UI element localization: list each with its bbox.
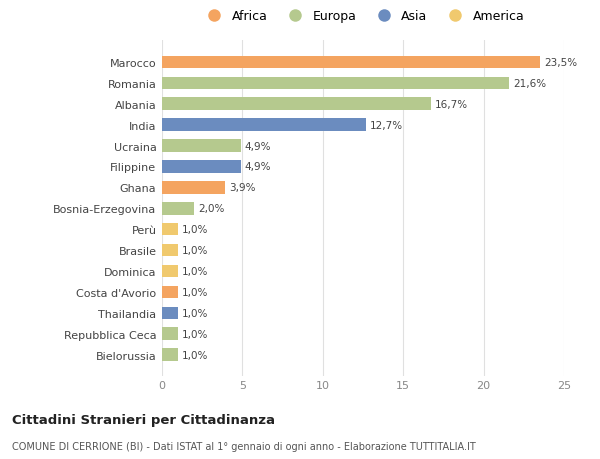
Text: 21,6%: 21,6%	[514, 78, 547, 89]
Legend: Africa, Europa, Asia, America: Africa, Europa, Asia, America	[197, 6, 529, 28]
Bar	[162, 307, 178, 319]
Text: 1,0%: 1,0%	[182, 329, 208, 339]
Text: 3,9%: 3,9%	[229, 183, 255, 193]
Bar	[162, 56, 540, 69]
Text: 4,9%: 4,9%	[245, 162, 271, 172]
Bar	[162, 202, 194, 215]
Bar	[162, 328, 178, 340]
Bar	[162, 140, 241, 152]
Text: 12,7%: 12,7%	[370, 120, 403, 130]
Bar	[162, 161, 241, 174]
Text: 4,9%: 4,9%	[245, 141, 271, 151]
Text: 1,0%: 1,0%	[182, 308, 208, 318]
Text: 1,0%: 1,0%	[182, 225, 208, 235]
Bar	[162, 286, 178, 298]
Text: 1,0%: 1,0%	[182, 266, 208, 276]
Text: Cittadini Stranieri per Cittadinanza: Cittadini Stranieri per Cittadinanza	[12, 413, 275, 426]
Text: 16,7%: 16,7%	[434, 100, 467, 110]
Bar	[162, 244, 178, 257]
Bar	[162, 224, 178, 236]
Text: 1,0%: 1,0%	[182, 246, 208, 256]
Bar	[162, 98, 431, 111]
Bar	[162, 182, 225, 194]
Text: 23,5%: 23,5%	[544, 58, 577, 68]
Text: 2,0%: 2,0%	[198, 204, 224, 214]
Text: 1,0%: 1,0%	[182, 287, 208, 297]
Bar	[162, 78, 509, 90]
Bar	[162, 349, 178, 361]
Text: 1,0%: 1,0%	[182, 350, 208, 360]
Text: COMUNE DI CERRIONE (BI) - Dati ISTAT al 1° gennaio di ogni anno - Elaborazione T: COMUNE DI CERRIONE (BI) - Dati ISTAT al …	[12, 441, 476, 451]
Bar	[162, 265, 178, 278]
Bar	[162, 119, 366, 132]
